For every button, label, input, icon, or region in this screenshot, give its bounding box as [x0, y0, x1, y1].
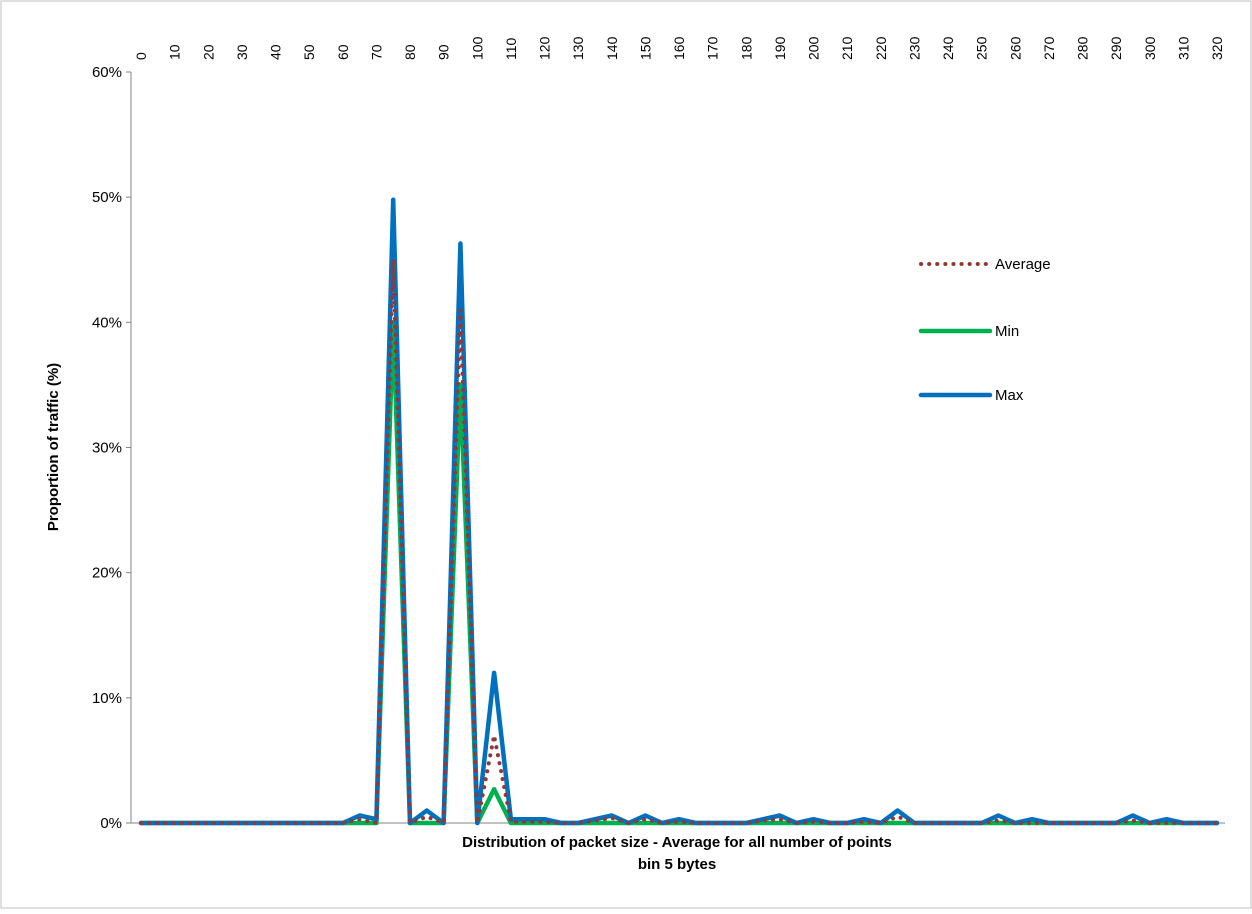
series-line-average [139, 259, 1219, 826]
x-tick-label: 110 [503, 37, 519, 60]
x-tick-label: 320 [1209, 36, 1225, 60]
y-axis-title: Proportion of traffic (%) [45, 363, 62, 531]
x-tick-label: 90 [436, 44, 452, 60]
x-tick-label: 180 [738, 36, 754, 60]
x-tick-label: 50 [301, 44, 317, 60]
x-tick-label: 230 [906, 36, 922, 60]
x-tick-label: 150 [637, 36, 653, 60]
x-axis-title: Distribution of packet size - Average fo… [462, 834, 892, 851]
x-tick-label: 280 [1075, 36, 1091, 60]
x-tick-label: 190 [772, 36, 788, 60]
legend-label-average: Average [995, 256, 1051, 273]
x-tick-label: 170 [705, 36, 721, 60]
x-tick-label: 10 [167, 44, 183, 60]
y-tick-label: 30% [92, 440, 122, 457]
y-tick-label: 50% [92, 189, 122, 206]
x-axis-subtitle: bin 5 bytes [638, 856, 716, 873]
y-tick-label: 0% [100, 815, 122, 832]
x-tick-label: 270 [1041, 36, 1057, 60]
x-tick-label: 210 [839, 36, 855, 60]
x-tick-label: 220 [873, 36, 889, 60]
y-tick-label: 40% [92, 314, 122, 331]
x-tick-label: 130 [570, 36, 586, 60]
y-tick-label: 20% [92, 565, 122, 582]
x-tick-label: 100 [469, 36, 485, 60]
x-tick-label: 120 [537, 36, 553, 60]
x-tick-label: 290 [1108, 36, 1124, 60]
x-tick-label: 310 [1175, 36, 1191, 60]
legend: Average Min Max [918, 256, 1051, 404]
y-tick-label: 60% [92, 64, 122, 81]
y-tick-label: 10% [92, 690, 122, 707]
x-tick-label: 240 [940, 36, 956, 60]
legend-label-max: Max [995, 387, 1024, 404]
x-tick-label: 250 [974, 36, 990, 60]
legend-label-min: Min [995, 323, 1019, 340]
x-tick-label: 20 [200, 44, 216, 60]
x-tick-label: 60 [335, 44, 351, 60]
x-tick-label: 70 [368, 44, 384, 60]
x-tick-label: 160 [671, 36, 687, 60]
x-tick-label: 300 [1142, 36, 1158, 60]
series-layer [138, 197, 1220, 826]
x-tick-label: 260 [1007, 36, 1023, 60]
x-tick-label: 200 [806, 36, 822, 60]
x-tick-label: 0 [133, 52, 149, 60]
y-axis: 0% 10% 20% 30% 40% 50% 60% [92, 64, 132, 832]
x-tick-label: 40 [268, 44, 284, 60]
x-tick-label: 140 [604, 36, 620, 60]
x-tick-label: 30 [234, 44, 250, 60]
x-tick-label: 80 [402, 44, 418, 60]
